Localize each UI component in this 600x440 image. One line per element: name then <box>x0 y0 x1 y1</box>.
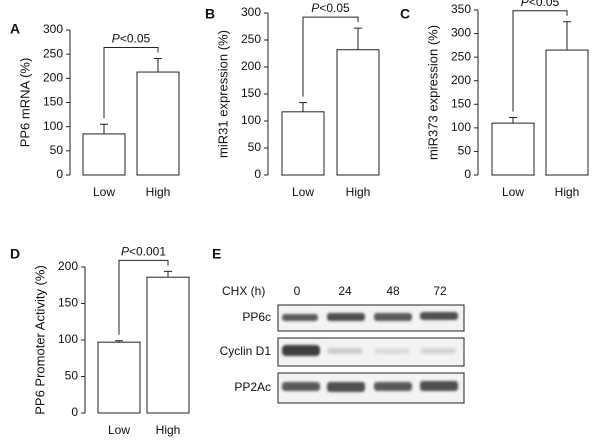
error-bar <box>154 58 162 73</box>
y-axis-label: PP6 Promoter Activity (%) <box>32 265 47 415</box>
x-tick-label: High <box>156 423 181 437</box>
y-tick-label: 300 <box>241 5 261 19</box>
y-tick-label: 150 <box>43 95 63 109</box>
annotation: P<0.05 <box>112 32 151 46</box>
row-label: PP6c <box>242 310 271 324</box>
error-bar <box>100 123 108 134</box>
blot-header: CHX (h) <box>222 284 265 298</box>
error-bar <box>354 27 362 50</box>
y-tick-label: 250 <box>451 49 471 63</box>
error-bar <box>164 270 172 278</box>
y-tick-label: 200 <box>451 73 471 87</box>
y-tick-label: 300 <box>451 26 471 40</box>
x-tick-label: Low <box>292 185 314 199</box>
panel-label: A <box>10 21 20 37</box>
error-bar <box>115 340 123 343</box>
blot-bands <box>282 312 458 392</box>
significance-bracket <box>103 47 159 119</box>
annotation: P<0.05 <box>521 0 560 9</box>
y-tick-label: 0 <box>254 167 261 181</box>
bar <box>491 122 535 176</box>
annotation: P<0.05 <box>311 1 350 15</box>
error-bar <box>563 21 571 51</box>
y-tick-label: 200 <box>43 71 63 85</box>
y-tick-label: 300 <box>43 22 63 36</box>
panel-label: C <box>400 6 410 22</box>
y-tick-label: 250 <box>43 46 63 60</box>
y-axis-label: PP6 mRNA (%) <box>17 58 32 148</box>
y-tick-label: 150 <box>241 86 261 100</box>
x-tick-label: Low <box>502 185 524 199</box>
panel-label: E <box>212 246 221 262</box>
y-tick-label: 0 <box>71 405 78 419</box>
lane-label: 24 <box>338 284 352 298</box>
significance-bracket <box>302 16 359 97</box>
x-tick-label: High <box>146 185 171 199</box>
bar <box>82 133 126 176</box>
y-tick-label: 100 <box>43 119 63 133</box>
bar <box>545 49 589 176</box>
y-tick-label: 200 <box>58 259 78 273</box>
lane-label: 72 <box>433 284 447 298</box>
x-tick-label: High <box>346 185 371 199</box>
y-tick-label: 150 <box>58 296 78 310</box>
y-tick-label: 150 <box>451 96 471 110</box>
bar <box>281 111 325 176</box>
error-bar <box>299 102 307 112</box>
lane-label: 48 <box>386 284 400 298</box>
y-tick-label: 50 <box>65 369 79 383</box>
y-axis-label: miR373 expression (%) <box>425 25 440 160</box>
y-tick-label: 200 <box>241 59 261 73</box>
y-tick-label: 250 <box>241 32 261 46</box>
panel-label: D <box>10 246 20 262</box>
y-tick-label: 0 <box>464 167 471 181</box>
y-tick-label: 100 <box>58 332 78 346</box>
y-tick-label: 50 <box>458 144 472 158</box>
annotation: P<0.001 <box>121 245 166 259</box>
row-label: PP2Ac <box>234 380 271 394</box>
bar <box>97 341 141 414</box>
bar <box>136 71 180 176</box>
y-tick-label: 0 <box>56 167 63 181</box>
y-tick-label: 100 <box>451 120 471 134</box>
bar <box>146 276 190 414</box>
x-tick-label: Low <box>108 423 130 437</box>
y-tick-label: 50 <box>248 140 262 154</box>
y-axis-label: miR31 expression (%) <box>215 30 230 158</box>
bar <box>336 49 380 176</box>
y-tick-label: 100 <box>241 113 261 127</box>
y-tick-label: 350 <box>451 2 471 16</box>
x-tick-label: High <box>555 185 580 199</box>
y-tick-label: 50 <box>50 143 64 157</box>
panel-label: B <box>205 6 215 22</box>
error-bar <box>509 116 517 124</box>
significance-bracket <box>512 10 568 112</box>
significance-bracket <box>118 259 169 335</box>
lane-label: 0 <box>294 284 301 298</box>
x-tick-label: Low <box>93 185 115 199</box>
row-label: Cyclin D1 <box>220 344 272 358</box>
